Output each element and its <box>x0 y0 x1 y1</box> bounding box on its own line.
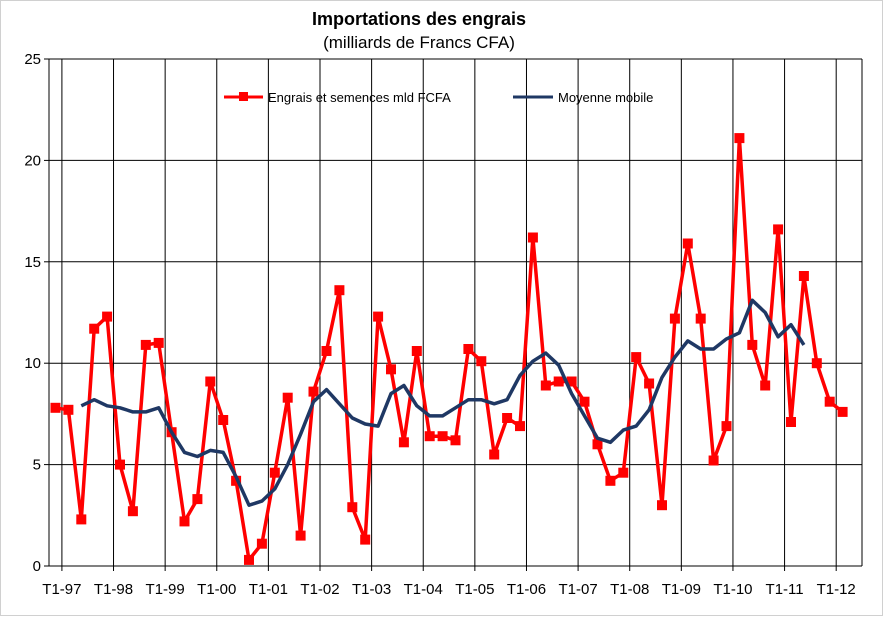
axes <box>44 58 863 571</box>
data-point-engrais <box>140 339 151 350</box>
data-point-engrais <box>515 421 525 432</box>
data-point-engrais <box>218 415 229 425</box>
data-point-engrais <box>592 439 603 450</box>
data-point-engrais <box>747 339 758 350</box>
series-line-engrais <box>55 136 844 562</box>
x-tick-label: T1-11 <box>766 581 804 598</box>
x-tick-label: T1-12 <box>817 581 856 598</box>
data-point-engrais <box>463 344 474 354</box>
x-tick-labels: T1-97 T1-98 T1-99 T1-00 T1-01 T1-02 T1-03 T1-04… <box>42 581 855 598</box>
data-point-engrais <box>373 311 384 322</box>
data-point-engrais <box>631 352 642 363</box>
data-point-engrais <box>386 364 396 375</box>
data-point-engrais <box>411 346 422 356</box>
x-tick-label: T1-00 <box>197 581 236 598</box>
data-point-engrais <box>695 313 706 324</box>
x-tick-label: T1-04 <box>404 581 443 598</box>
data-point-engrais <box>295 530 306 541</box>
y-tick-labels: 0 5 10 15 20 25 <box>24 51 41 575</box>
x-tick-label: T1-09 <box>662 581 701 598</box>
data-point-engrais <box>760 380 771 391</box>
series-lines <box>50 133 848 565</box>
data-point-engrais <box>282 392 293 403</box>
data-point-engrais <box>553 376 564 387</box>
data-point-engrais <box>63 404 74 415</box>
data-point-engrais <box>347 502 358 513</box>
y-tick-label: 25 <box>24 51 41 68</box>
data-point-engrais <box>308 386 319 397</box>
data-point-engrais <box>579 396 590 407</box>
data-point-engrais <box>657 500 667 511</box>
data-point-engrais <box>644 378 655 389</box>
data-point-engrais <box>682 238 693 249</box>
data-point-engrais <box>489 449 500 460</box>
y-tick-label: 15 <box>24 254 41 271</box>
data-point-engrais <box>424 431 435 442</box>
x-tick-label: T1-97 <box>42 581 81 598</box>
data-point-engrais <box>734 133 745 144</box>
y-tick-label: 20 <box>24 152 41 169</box>
x-tick-label: T1-07 <box>559 581 598 598</box>
data-point-engrais <box>811 358 822 369</box>
data-point-engrais <box>837 406 848 417</box>
data-point-engrais <box>76 514 87 525</box>
data-point-engrais <box>708 455 719 466</box>
x-tick-label: T1-08 <box>610 581 649 598</box>
chart-subtitle: (milliards de Francs CFA) <box>323 33 515 52</box>
data-point-engrais <box>334 285 345 296</box>
legend: Engrais et semences mld FCFA Moyenne mob… <box>224 90 653 105</box>
legend-label-moyenne: Moyenne mobile <box>558 90 653 105</box>
data-point-engrais <box>798 271 809 281</box>
data-point-engrais <box>540 380 551 391</box>
data-point-engrais <box>50 402 61 413</box>
chart-title: Importations des engrais <box>312 9 526 29</box>
x-tick-label: T1-05 <box>455 581 494 598</box>
data-point-engrais <box>192 494 203 505</box>
legend-label-engrais: Engrais et semences mld FCFA <box>268 90 451 105</box>
x-tick-label: T1-03 <box>352 581 391 598</box>
data-point-engrais <box>476 356 487 367</box>
data-point-engrais <box>127 506 138 517</box>
data-point-engrais <box>566 376 577 387</box>
y-tick-label: 5 <box>33 457 41 474</box>
data-point-engrais <box>256 538 267 549</box>
data-point-engrais <box>205 376 216 387</box>
data-point-engrais <box>179 516 190 527</box>
y-tick-label: 10 <box>24 355 41 372</box>
data-point-engrais <box>269 467 280 478</box>
data-point-engrais <box>527 232 538 243</box>
data-point-engrais <box>244 554 254 565</box>
data-point-engrais <box>115 459 125 470</box>
series-line-moyenne <box>80 298 806 507</box>
x-tick-label: T1-98 <box>94 581 133 598</box>
data-point-engrais <box>398 437 409 448</box>
data-point-engrais <box>437 431 448 442</box>
data-point-engrais <box>450 435 461 446</box>
data-point-engrais <box>89 323 100 334</box>
data-point-engrais <box>721 421 732 432</box>
x-tick-label: T1-02 <box>300 581 339 598</box>
y-tick-label: 0 <box>33 558 41 575</box>
x-tick-label: T1-10 <box>713 581 752 598</box>
data-point-engrais <box>321 346 332 356</box>
data-point-engrais <box>773 224 784 235</box>
x-tick-label: T1-01 <box>249 581 288 598</box>
data-point-engrais <box>618 467 629 478</box>
data-point-engrais <box>786 417 796 427</box>
data-point-engrais <box>102 311 113 322</box>
x-tick-label: T1-99 <box>146 581 185 598</box>
legend-marker-engrais <box>239 92 248 101</box>
data-point-engrais <box>502 413 513 423</box>
data-point-engrais <box>669 313 680 324</box>
data-point-engrais <box>153 337 164 348</box>
x-tick-label: T1-06 <box>507 581 546 598</box>
data-point-engrais <box>605 475 616 486</box>
data-point-engrais <box>360 534 371 545</box>
data-point-engrais <box>824 396 835 407</box>
